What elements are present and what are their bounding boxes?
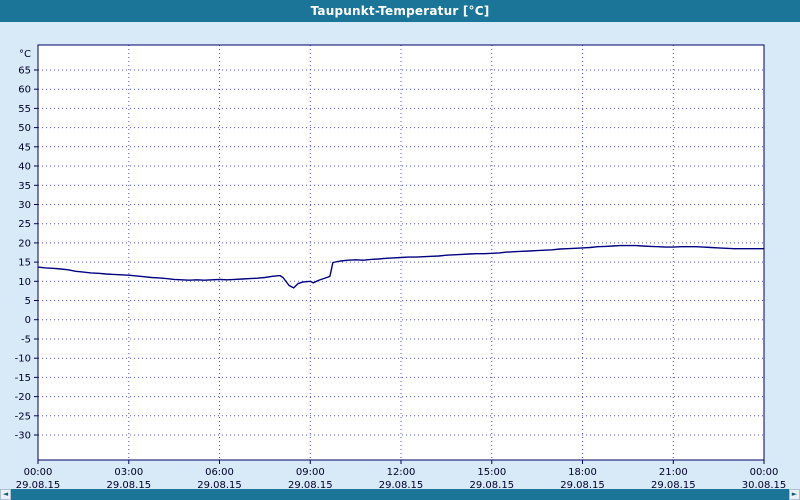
x-tick-time-label: 21:00	[659, 467, 688, 478]
x-tick-time-label: 00:00	[24, 467, 53, 478]
x-tick-date-label: 29.08.15	[560, 480, 605, 490]
x-tick-time-label: 18:00	[568, 467, 597, 478]
x-tick-date-label: 29.08.15	[470, 480, 515, 490]
y-tick-label: -10	[15, 354, 31, 365]
scroll-right-button[interactable]: ►	[789, 489, 800, 500]
y-tick-label: 30	[18, 200, 31, 211]
scroll-left-button[interactable]: ◄	[0, 489, 11, 500]
y-axis-unit-label: °C	[19, 49, 31, 60]
x-tick-date-label: 29.08.15	[651, 480, 696, 490]
x-tick-time-label: 00:00	[750, 467, 779, 478]
plot-border	[37, 44, 765, 461]
x-tick-time-label: 03:00	[114, 467, 143, 478]
y-tick-label: 15	[18, 258, 31, 269]
y-tick-label: 10	[18, 277, 31, 288]
y-tick-label: 20	[18, 238, 31, 249]
y-tick-label: -5	[21, 335, 31, 346]
x-tick-time-label: 15:00	[477, 467, 506, 478]
x-tick-date-label: 29.08.15	[288, 480, 333, 490]
chart-title: Taupunkt-Temperatur [°C]	[310, 4, 490, 18]
dewpoint-series-line	[37, 244, 764, 289]
y-tick-label: 0	[25, 315, 31, 326]
y-tick-label: -15	[15, 373, 31, 384]
x-tick-date-label: 29.08.15	[379, 480, 424, 490]
y-tick-label: 60	[18, 85, 31, 96]
y-tick-label: 35	[18, 181, 31, 192]
y-tick-label: 40	[18, 162, 31, 173]
y-tick-label: 25	[18, 219, 31, 230]
x-tick-time-label: 09:00	[296, 467, 325, 478]
y-tick-label: 50	[18, 123, 31, 134]
x-tick-date-label: 29.08.15	[197, 480, 242, 490]
window-title-bar: Taupunkt-Temperatur [°C]	[0, 0, 800, 22]
x-tick-time-label: 06:00	[205, 467, 234, 478]
y-tick-label: 45	[18, 142, 31, 153]
x-tick-time-label: 12:00	[387, 467, 416, 478]
x-tick-date-label: 30.08.15	[742, 480, 787, 490]
y-tick-label: 5	[25, 296, 31, 307]
horizontal-scrollbar[interactable]: ◄ ►	[0, 489, 800, 500]
y-tick-label: -30	[15, 431, 31, 442]
y-tick-label: -20	[15, 392, 31, 403]
x-tick-date-label: 29.08.15	[107, 480, 152, 490]
dewpoint-line-chart: 65605550454035302520151050-5-10-15-20-25…	[15, 44, 787, 490]
y-tick-label: 65	[18, 66, 31, 77]
y-tick-label: 55	[18, 104, 31, 115]
x-tick-date-label: 29.08.15	[16, 480, 61, 490]
plot-area	[38, 45, 764, 460]
y-tick-label: -25	[15, 411, 31, 422]
